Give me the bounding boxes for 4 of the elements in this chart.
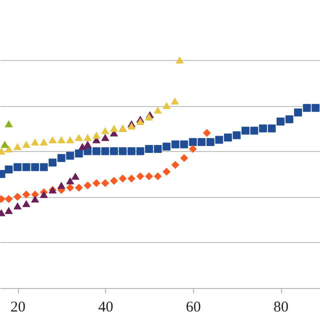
x-tick-label: 20: [10, 300, 26, 316]
x-tick-label: 40: [98, 300, 114, 316]
x-tick-label: 80: [274, 300, 289, 316]
x-tick-label: 60: [186, 300, 201, 316]
